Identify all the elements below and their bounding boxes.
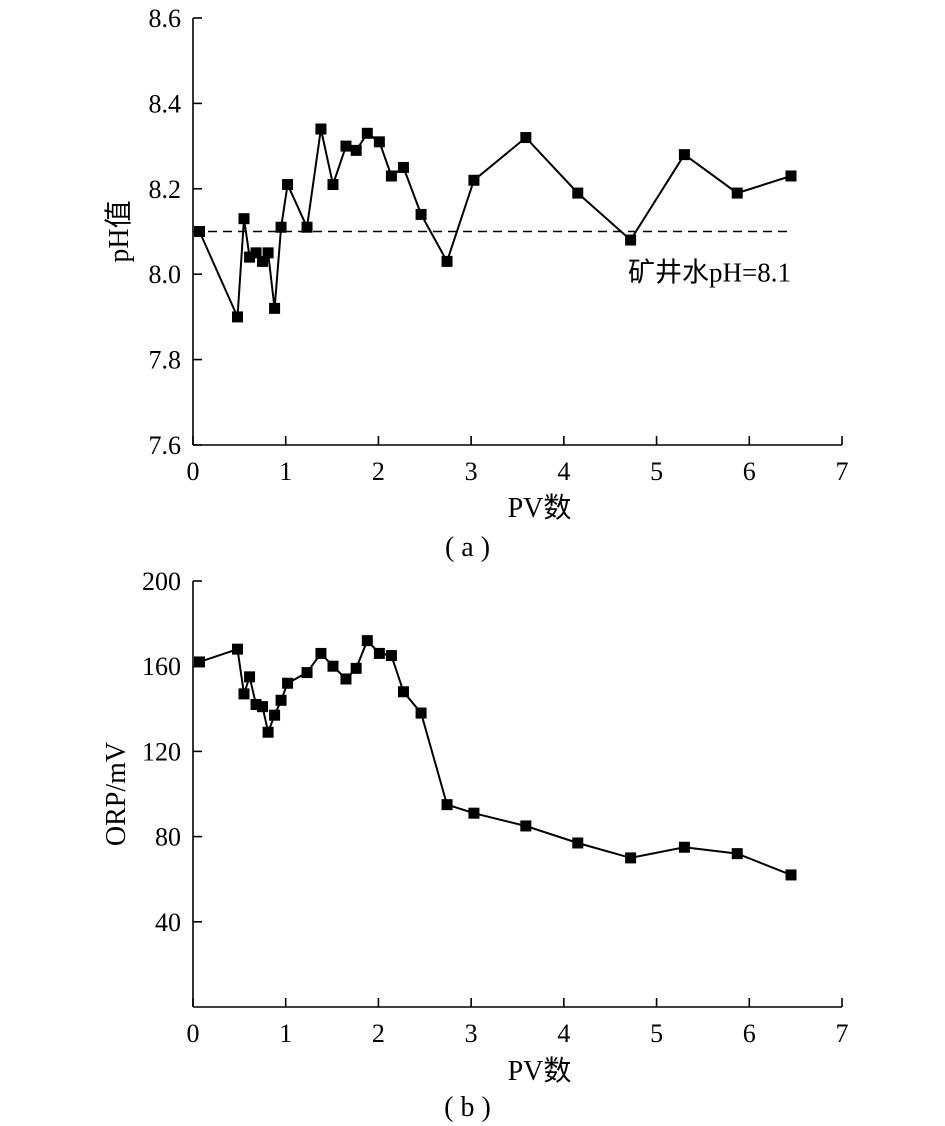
data-point bbox=[301, 221, 313, 233]
data-point bbox=[193, 656, 205, 668]
y-tick-label: 120 bbox=[142, 737, 181, 766]
data-point bbox=[520, 820, 532, 832]
x-tick-label: 0 bbox=[187, 1019, 200, 1048]
y-tick-label: 80 bbox=[155, 823, 181, 852]
data-point bbox=[262, 726, 274, 738]
y-tick-label: 8.2 bbox=[149, 175, 182, 204]
x-tick-label: 4 bbox=[557, 1019, 570, 1048]
data-point bbox=[397, 686, 409, 698]
data-point bbox=[731, 848, 743, 860]
x-tick-label: 4 bbox=[557, 457, 570, 486]
x-axis-title: PV数 bbox=[508, 1055, 572, 1087]
data-point bbox=[282, 179, 294, 191]
x-tick-label: 3 bbox=[465, 1019, 478, 1048]
x-tick-label: 7 bbox=[836, 1019, 849, 1048]
series-line bbox=[198, 128, 792, 318]
data-point bbox=[262, 247, 274, 259]
data-point bbox=[350, 662, 362, 674]
data-point bbox=[625, 852, 637, 864]
x-tick-label: 6 bbox=[743, 1019, 756, 1048]
x-tick-label: 5 bbox=[650, 1019, 663, 1048]
data-point bbox=[327, 179, 339, 191]
x-tick-label: 2 bbox=[372, 457, 385, 486]
data-point bbox=[244, 251, 256, 263]
data-point bbox=[572, 187, 584, 199]
data-point bbox=[785, 869, 797, 881]
data-point bbox=[340, 140, 352, 152]
data-point bbox=[520, 132, 532, 144]
data-point bbox=[327, 660, 339, 672]
y-tick-label: 8.4 bbox=[149, 89, 182, 118]
data-point bbox=[415, 208, 427, 220]
reference-line-label: 矿井水pH=8.1 bbox=[628, 258, 791, 288]
data-point bbox=[468, 174, 480, 186]
data-point bbox=[373, 136, 385, 148]
y-tick-label: 160 bbox=[142, 652, 181, 681]
x-tick-label: 6 bbox=[743, 457, 756, 486]
x-tick-label: 3 bbox=[465, 457, 478, 486]
y-axis-title: ORP/mV bbox=[101, 742, 132, 846]
panel-label: ( a ) bbox=[445, 532, 490, 563]
data-point bbox=[257, 701, 269, 713]
y-tick-label: 8.6 bbox=[149, 4, 182, 33]
data-point bbox=[269, 709, 281, 721]
data-point bbox=[238, 213, 250, 225]
y-tick-label: 40 bbox=[155, 908, 181, 937]
data-point bbox=[415, 707, 427, 719]
data-point bbox=[441, 799, 453, 811]
x-tick-label: 0 bbox=[187, 457, 200, 486]
data-point bbox=[315, 647, 327, 659]
data-point bbox=[678, 841, 690, 853]
data-point bbox=[250, 699, 262, 711]
x-tick-label: 1 bbox=[279, 1019, 292, 1048]
data-point bbox=[785, 170, 797, 182]
data-point bbox=[468, 807, 480, 819]
data-point bbox=[397, 161, 409, 173]
data-point bbox=[385, 170, 397, 182]
x-tick-label: 5 bbox=[650, 457, 663, 486]
x-tick-label: 2 bbox=[372, 1019, 385, 1048]
data-point bbox=[269, 302, 281, 314]
chart-panel-b: 0 1 2 3 4 5 6 7 40 80 120 160 200 PV数 ORP/mV ( b ) bbox=[101, 567, 849, 1123]
data-point bbox=[238, 688, 250, 700]
data-point bbox=[361, 127, 373, 139]
y-axis-title: pH值 bbox=[103, 200, 135, 262]
data-point bbox=[731, 187, 743, 199]
y-tick-label: 8.0 bbox=[149, 260, 182, 289]
data-point bbox=[625, 234, 637, 246]
data-point bbox=[315, 123, 327, 135]
y-tick-label: 7.8 bbox=[149, 346, 182, 375]
x-axis-title: PV数 bbox=[508, 492, 572, 524]
data-point bbox=[193, 226, 205, 237]
data-point bbox=[678, 149, 690, 161]
data-point bbox=[275, 221, 287, 233]
data-point bbox=[385, 650, 397, 662]
data-point bbox=[572, 837, 584, 849]
y-tick-label: 7.6 bbox=[149, 431, 182, 460]
data-point bbox=[232, 311, 244, 323]
data-point bbox=[232, 643, 244, 655]
data-point bbox=[301, 667, 313, 679]
data-point bbox=[373, 647, 385, 659]
y-tick-label: 200 bbox=[142, 567, 181, 596]
data-point bbox=[350, 144, 362, 156]
data-point bbox=[244, 671, 256, 683]
data-point bbox=[361, 635, 373, 647]
data-point bbox=[340, 673, 352, 685]
data-point bbox=[275, 694, 287, 706]
series-line bbox=[199, 638, 792, 876]
panel-label: ( b ) bbox=[444, 1092, 491, 1123]
x-tick-label: 7 bbox=[836, 457, 849, 486]
data-point bbox=[441, 255, 453, 267]
data-point bbox=[282, 677, 294, 689]
chart-panel-a: 0 1 2 3 4 5 6 7 7.6 7.8 8.0 8.2 8.4 8.6 PV数 pH值 ( a ) 矿井水… bbox=[103, 4, 849, 563]
x-tick-label: 1 bbox=[279, 457, 292, 486]
data-point bbox=[250, 247, 262, 259]
data-point bbox=[257, 255, 269, 267]
